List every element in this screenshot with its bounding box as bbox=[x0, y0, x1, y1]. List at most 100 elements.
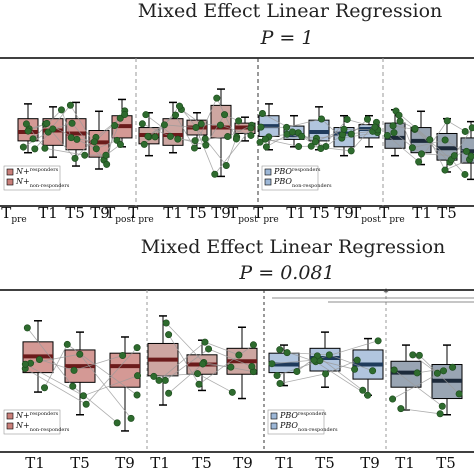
significance-star: * bbox=[384, 288, 389, 299]
data-point bbox=[468, 124, 474, 132]
data-point bbox=[222, 161, 230, 169]
legend-swatch bbox=[6, 168, 14, 176]
data-point bbox=[441, 166, 449, 174]
data-point bbox=[417, 150, 425, 158]
data-point bbox=[213, 94, 221, 102]
data-point bbox=[353, 356, 361, 364]
x-tick-label: T1 bbox=[275, 454, 295, 472]
x-tick-subscript: pre bbox=[11, 215, 26, 225]
data-point bbox=[461, 170, 469, 178]
data-point bbox=[288, 128, 296, 136]
data-point bbox=[211, 170, 219, 178]
data-point bbox=[133, 391, 141, 399]
x-tick-label: T1 bbox=[38, 204, 58, 222]
x-tick-label: Tpre bbox=[128, 204, 153, 225]
data-point bbox=[415, 351, 423, 359]
data-point bbox=[102, 151, 110, 159]
x-tick-label: T9 bbox=[90, 204, 110, 222]
legend-frame bbox=[261, 165, 319, 191]
legend-frame bbox=[3, 409, 61, 435]
data-point bbox=[195, 380, 203, 388]
data-point bbox=[197, 120, 205, 128]
data-point bbox=[449, 363, 457, 371]
data-point bbox=[426, 136, 434, 144]
data-point bbox=[351, 365, 359, 373]
subject-line bbox=[398, 115, 472, 157]
data-point bbox=[409, 351, 417, 359]
data-point bbox=[31, 145, 39, 153]
legend-sublabel: non-responders bbox=[30, 183, 70, 189]
legend-label: N+responders bbox=[15, 411, 59, 420]
data-point bbox=[276, 346, 284, 354]
data-point bbox=[461, 127, 469, 135]
data-point bbox=[258, 109, 266, 117]
x-tick-label: T1 bbox=[395, 454, 415, 472]
data-point bbox=[127, 414, 135, 422]
data-point bbox=[144, 132, 152, 140]
data-point bbox=[247, 131, 255, 139]
legend-swatch bbox=[6, 178, 14, 186]
data-point bbox=[396, 117, 404, 125]
data-point bbox=[79, 392, 87, 400]
data-point bbox=[318, 115, 326, 123]
data-point bbox=[160, 121, 168, 129]
legend-sublabel: responders bbox=[292, 167, 321, 173]
x-tick-label: T9 bbox=[233, 454, 253, 472]
data-point bbox=[441, 136, 449, 144]
data-point bbox=[295, 143, 303, 151]
data-point bbox=[228, 388, 236, 396]
data-point bbox=[90, 138, 98, 146]
x-tick-label: T9 bbox=[360, 454, 380, 472]
data-point bbox=[201, 338, 209, 346]
x-tick-label: T1 bbox=[150, 454, 170, 472]
x-tick-label: T5 bbox=[315, 454, 335, 472]
data-point bbox=[374, 337, 382, 345]
data-point bbox=[142, 111, 150, 119]
data-point bbox=[256, 138, 264, 146]
data-point bbox=[235, 117, 243, 125]
data-point bbox=[73, 135, 81, 143]
legend-frame bbox=[267, 409, 325, 435]
data-point bbox=[151, 133, 159, 141]
x-tick-label: T9 bbox=[211, 204, 231, 222]
legend-swatch bbox=[270, 412, 278, 420]
data-point bbox=[41, 384, 49, 392]
data-point bbox=[232, 135, 240, 143]
data-point bbox=[248, 362, 256, 370]
legend-swatch bbox=[264, 168, 272, 176]
legend-sublabel: non-responders bbox=[30, 427, 70, 433]
x-tick-subscript: post bbox=[361, 215, 381, 225]
data-point bbox=[221, 111, 229, 119]
data-point bbox=[268, 360, 276, 368]
x-tick-label: T5 bbox=[70, 454, 90, 472]
data-point bbox=[443, 117, 451, 125]
data-point bbox=[273, 372, 281, 380]
data-point bbox=[175, 102, 183, 110]
data-point bbox=[76, 350, 84, 358]
data-point bbox=[43, 119, 51, 127]
data-point bbox=[395, 111, 403, 119]
data-point bbox=[82, 400, 90, 408]
top-p-value: P = 1 bbox=[260, 27, 314, 49]
x-tick-label: T5 bbox=[437, 204, 457, 222]
data-point bbox=[119, 352, 127, 360]
subject-line bbox=[393, 132, 467, 157]
data-point bbox=[389, 395, 397, 403]
data-point bbox=[371, 123, 379, 131]
data-point bbox=[66, 101, 74, 109]
x-tick-label: Tpre bbox=[379, 204, 404, 225]
bottom-title: Mixed Effect Linear Regression bbox=[141, 236, 446, 258]
data-point bbox=[202, 141, 210, 149]
subject-line bbox=[387, 120, 466, 163]
x-tick-subscript: post bbox=[115, 215, 135, 225]
data-point bbox=[257, 123, 265, 131]
data-point bbox=[22, 120, 30, 128]
data-point bbox=[166, 132, 174, 140]
x-tick-subscript: pre bbox=[263, 215, 278, 225]
data-point bbox=[343, 115, 351, 123]
legend-frame bbox=[3, 165, 61, 191]
data-point bbox=[450, 152, 458, 160]
x-tick-subscript: pre bbox=[389, 215, 404, 225]
legend-sublabel: responders bbox=[30, 167, 59, 173]
